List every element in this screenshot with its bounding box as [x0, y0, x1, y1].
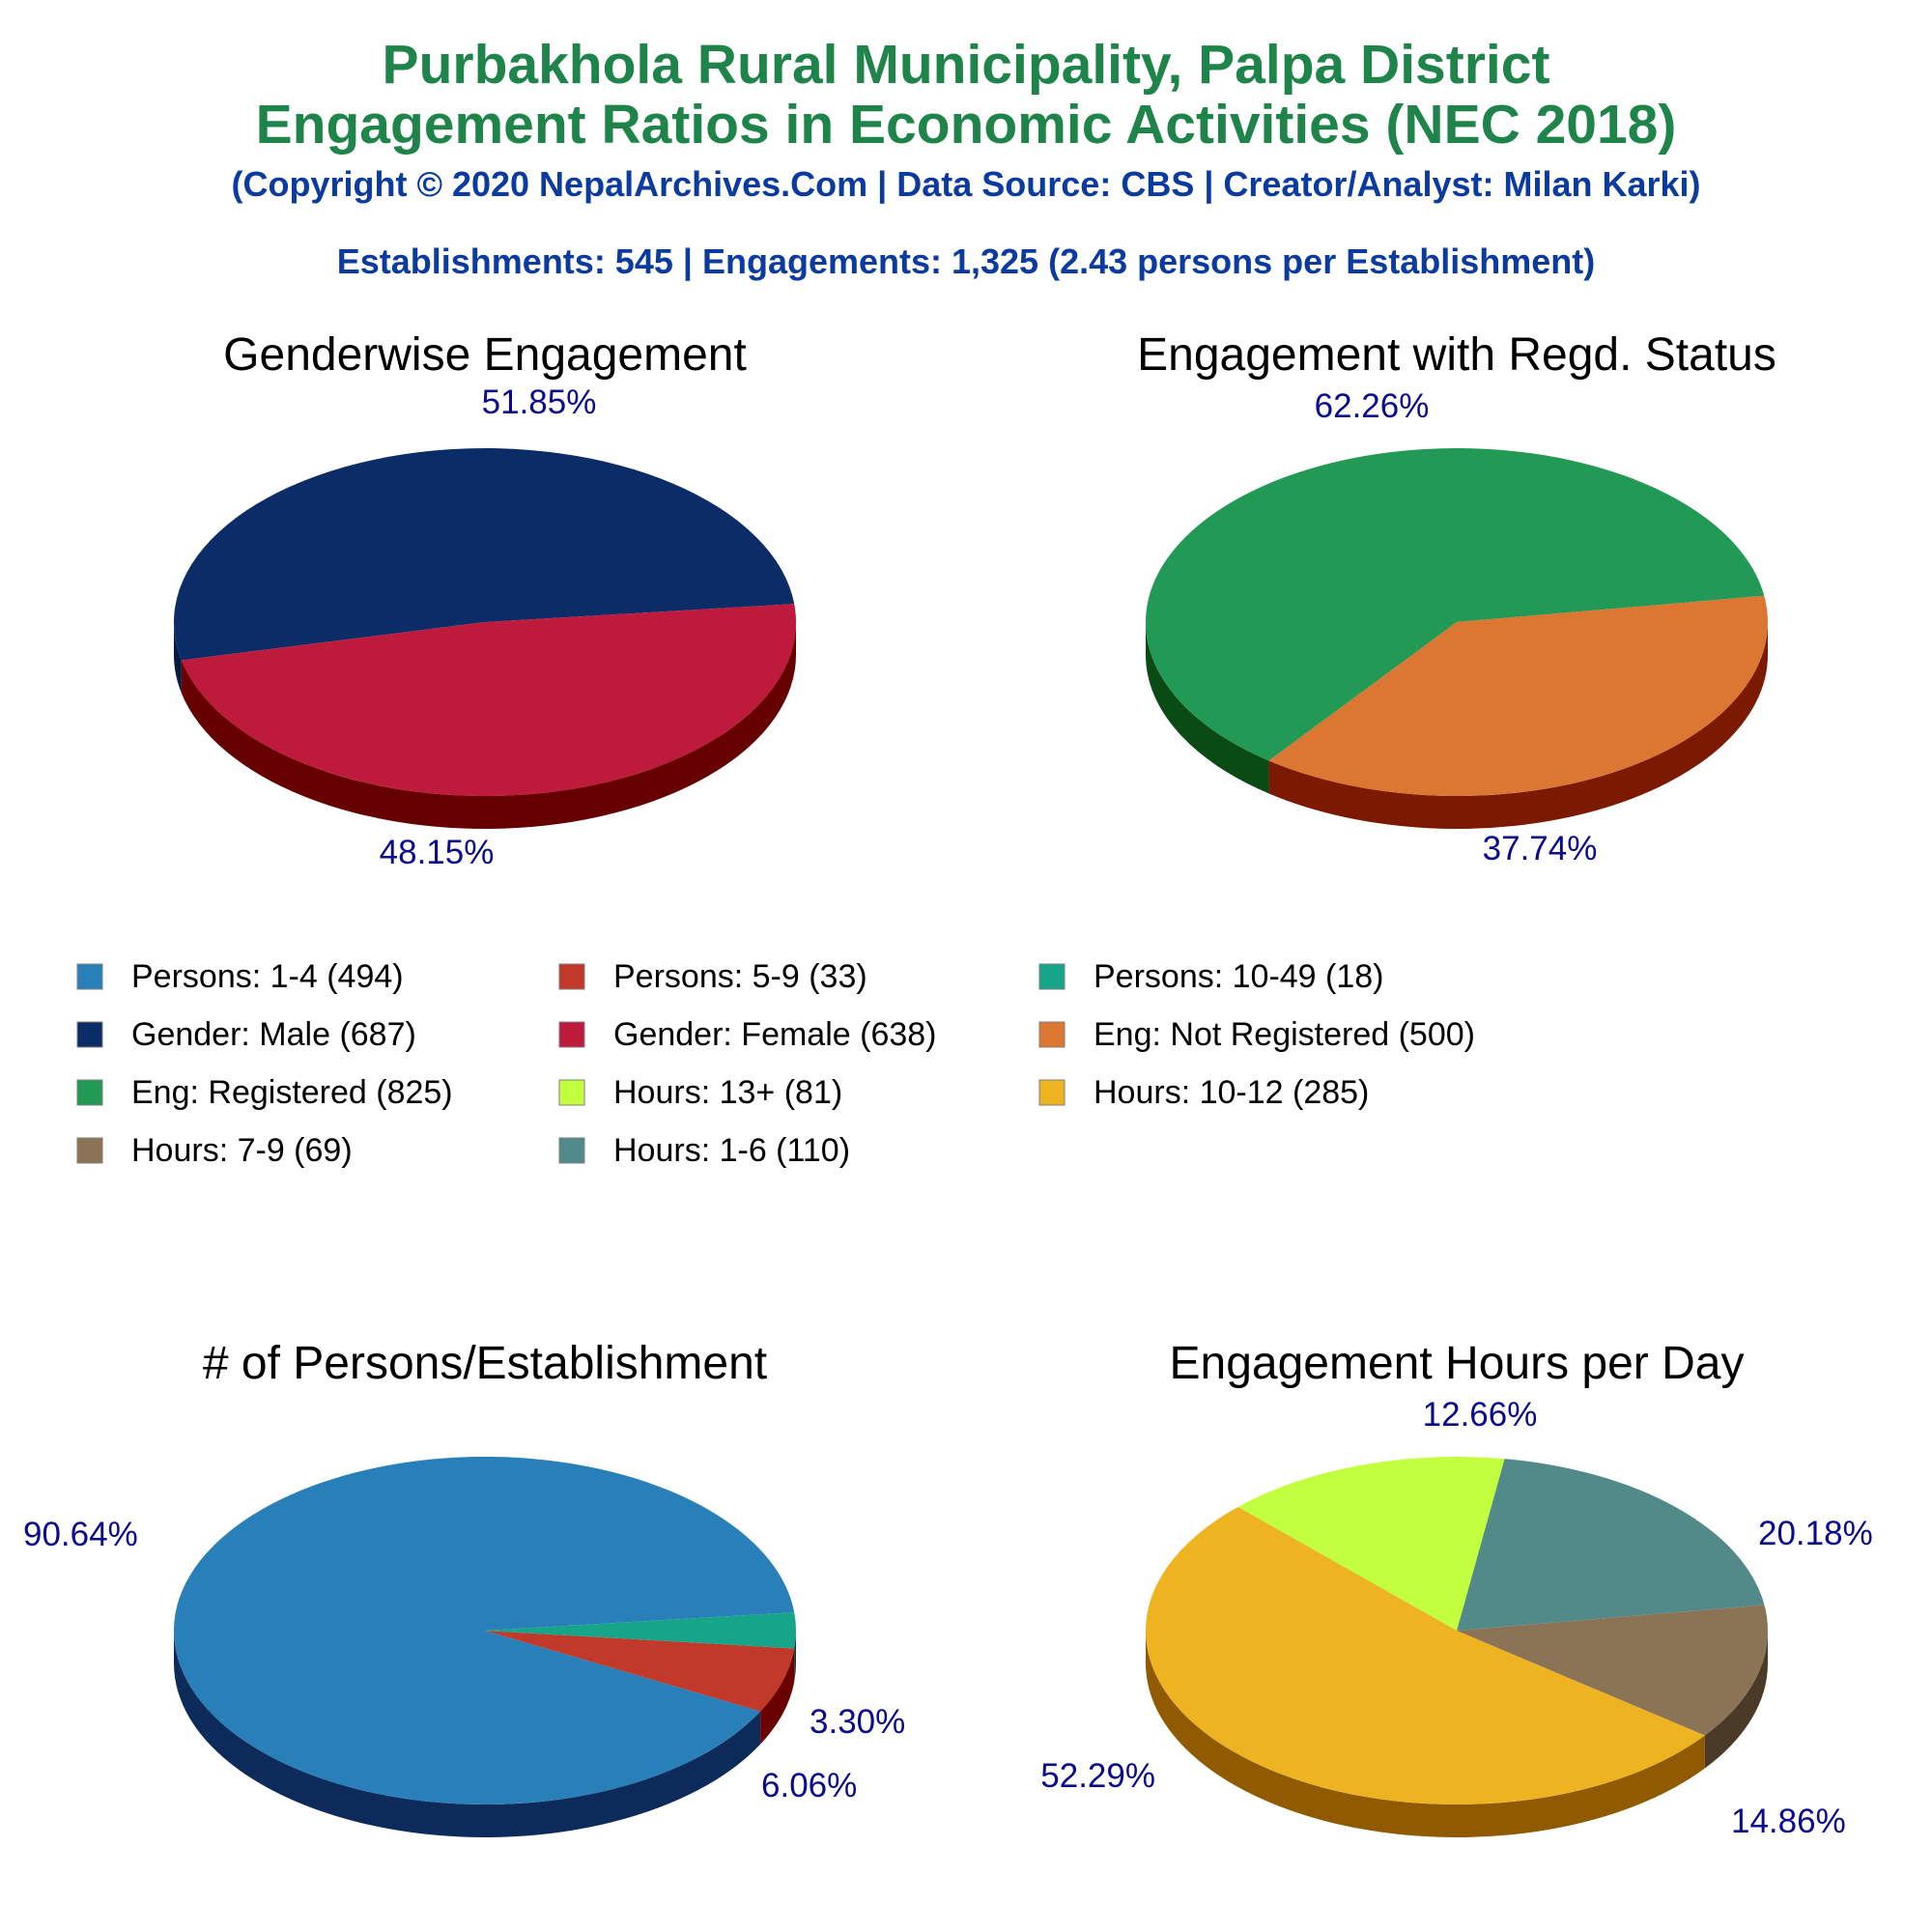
pie-slice-side — [794, 1631, 796, 1682]
legend-item-label: Gender: Female (638) — [613, 1016, 937, 1053]
pie-slice-side — [181, 622, 797, 829]
legend-item-label: Hours: 13+ (81) — [613, 1074, 842, 1111]
legend-swatch — [76, 963, 103, 990]
pie-title-hours: Engagement Hours per Day — [1170, 1338, 1745, 1389]
pie-slice — [1457, 1605, 1769, 1736]
pie-percent-label: 48.15% — [380, 834, 495, 871]
pie-slice — [1237, 1457, 1505, 1631]
copyright-line: (Copyright © 2020 NepalArchives.Com | Da… — [231, 164, 1701, 204]
legend-item-label: Eng: Not Registered (500) — [1094, 1016, 1475, 1053]
legend-swatch — [558, 1021, 585, 1048]
pie-slice-side — [1268, 622, 1768, 829]
legend-item-label: Hours: 10-12 (285) — [1094, 1074, 1369, 1111]
legend-swatch — [76, 1137, 103, 1164]
pie-slice — [181, 604, 797, 796]
pie-slice — [485, 1631, 795, 1712]
legend-swatch — [1038, 1079, 1065, 1106]
pie-registration: 62.26% 37.74% — [1146, 387, 1768, 867]
pie-percent-label: 51.85% — [482, 384, 597, 421]
pie-percent-label: 12.66% — [1423, 1396, 1538, 1434]
pie-slice — [174, 1457, 795, 1804]
pie-slice-side — [174, 622, 182, 694]
legend-item-label: Gender: Male (687) — [131, 1016, 416, 1053]
pie-slice-side — [760, 1648, 795, 1745]
pie-slice — [1268, 595, 1768, 796]
legend-item-label: Hours: 7-9 (69) — [131, 1132, 353, 1169]
chart-main-title-line1: Purbakhola Rural Municipality, Palpa Dis… — [382, 34, 1550, 96]
pie-title-gender: Genderwise Engagement — [223, 329, 747, 381]
pie-title-persons: # of Persons/Establishment — [203, 1338, 767, 1389]
pie-slice — [1457, 1459, 1765, 1631]
pie-percent-label: 62.26% — [1315, 387, 1430, 425]
pie-percent-label: 6.06% — [761, 1767, 857, 1804]
pie-hours: 20.18% 14.86% 52.29% 12.66% — [1040, 1396, 1872, 1840]
pie-percent-label: 14.86% — [1731, 1803, 1846, 1840]
pie-percent-label: 20.18% — [1758, 1515, 1873, 1552]
pie-slice-side — [1146, 1631, 1705, 1837]
legend-item-label: Persons: 5-9 (33) — [613, 958, 867, 995]
summary-line: Establishments: 545 | Engagements: 1,325… — [336, 242, 1596, 281]
pie-percent-label: 37.74% — [1483, 830, 1598, 867]
pie-gender: 51.85% 48.15% — [173, 384, 797, 871]
pie-slice — [485, 1612, 796, 1649]
legend-item-label: Persons: 1-4 (494) — [131, 958, 404, 995]
pie-slice-side — [174, 1631, 761, 1838]
legend: Persons: 1-4 (494) Persons: 5-9 (33) Perso… — [76, 958, 1475, 1169]
pie-slice — [1145, 1506, 1705, 1805]
legend-item-label: Eng: Registered (825) — [131, 1074, 453, 1111]
legend-swatch — [76, 1021, 103, 1048]
pie-title-registration: Engagement with Regd. Status — [1137, 329, 1776, 381]
legend-swatch — [558, 963, 585, 990]
legend-swatch — [1038, 963, 1065, 990]
pie-percent-label: 52.29% — [1040, 1757, 1155, 1795]
legend-swatch — [1038, 1021, 1065, 1048]
legend-item-label: Hours: 1-6 (110) — [613, 1132, 850, 1169]
pie-percent-label: 90.64% — [23, 1516, 138, 1553]
pie-persons: 90.64% 6.06% 3.30% — [23, 1457, 905, 1838]
legend-item-label: Persons: 10-49 (18) — [1094, 958, 1384, 995]
legend-swatch — [558, 1079, 585, 1106]
legend-swatch — [76, 1079, 103, 1106]
pie-slice-side — [1146, 622, 1269, 794]
legend-swatch — [558, 1137, 585, 1164]
pie-percent-label: 3.30% — [810, 1703, 905, 1741]
pie-slice — [1146, 447, 1765, 761]
pie-slice-side — [1704, 1631, 1768, 1769]
chart-main-title-line2: Engagement Ratios in Economic Activities… — [255, 94, 1677, 156]
pie-slice — [173, 448, 795, 661]
